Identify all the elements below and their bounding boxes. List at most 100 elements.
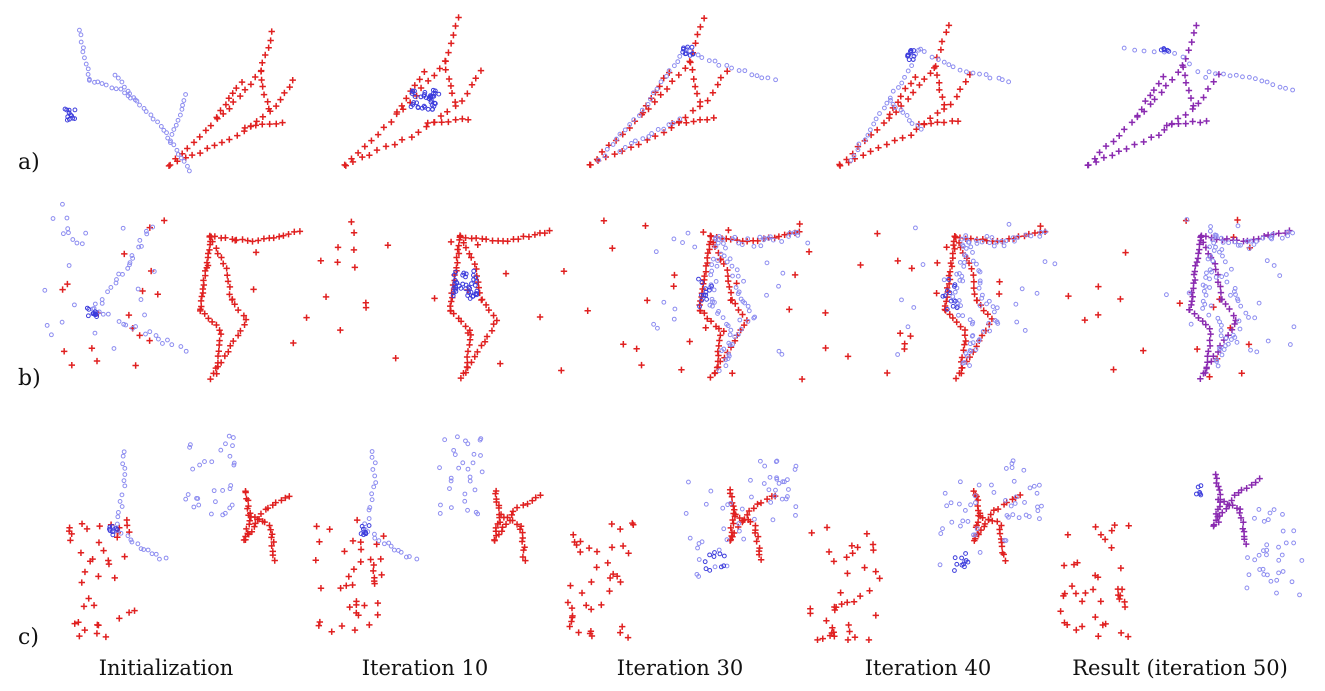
plus-marker (520, 501, 527, 509)
circle-marker (952, 283, 957, 289)
plus-marker (724, 266, 731, 274)
plus-marker (474, 348, 481, 356)
circle-marker (1012, 238, 1017, 244)
plus-marker (258, 76, 265, 84)
plus-marker (1185, 87, 1193, 94)
circle-marker (994, 239, 1000, 245)
circle-marker (1206, 69, 1212, 75)
plus-marker (374, 611, 381, 619)
plus-marker (736, 514, 743, 522)
plus-marker (286, 493, 293, 500)
circle-marker (666, 122, 672, 127)
circle-marker (999, 238, 1004, 244)
plus-marker (987, 511, 994, 518)
circle-marker (720, 315, 726, 321)
circle-marker (463, 286, 468, 292)
plus-marker (359, 153, 366, 161)
circle-marker (451, 447, 457, 453)
plus-marker (996, 278, 1003, 285)
plus-marker (488, 327, 496, 334)
circle-marker (370, 467, 376, 472)
circle-marker (1013, 301, 1019, 307)
circle-marker (360, 526, 366, 532)
plus-marker (568, 604, 576, 612)
circle-marker (1010, 458, 1016, 464)
circle-marker (973, 500, 978, 506)
circle-marker (871, 121, 877, 127)
plus-marker (1206, 342, 1214, 350)
circle-marker (983, 72, 989, 77)
plus-marker (690, 118, 697, 125)
circle-marker (709, 262, 715, 268)
circle-marker (1226, 240, 1232, 246)
circle-marker (183, 92, 188, 97)
plus-marker (1243, 485, 1250, 492)
circle-marker (171, 127, 177, 132)
circle-marker (1291, 528, 1297, 534)
circle-marker (974, 526, 980, 532)
plus-marker (1216, 512, 1223, 520)
circle-marker (468, 289, 474, 295)
circle-marker (681, 46, 686, 52)
plus-marker (207, 375, 214, 383)
circle-marker (173, 122, 179, 128)
plus-marker (1147, 100, 1154, 108)
plus-marker (585, 544, 593, 552)
plus-marker (660, 129, 668, 136)
circle-marker (1238, 242, 1243, 248)
plus-marker (384, 242, 392, 249)
circle-marker (448, 505, 454, 511)
circle-marker (463, 271, 469, 277)
circle-marker (773, 459, 779, 465)
circle-marker (115, 514, 121, 520)
plus-marker (729, 533, 736, 541)
plus-marker (452, 22, 459, 30)
plus-marker (974, 496, 982, 504)
circle-marker (622, 145, 628, 150)
circle-marker (1217, 249, 1222, 255)
plus-marker (279, 119, 286, 126)
plus-marker (1085, 161, 1092, 169)
plus-marker (242, 487, 249, 495)
plus-marker (807, 610, 814, 617)
plus-marker (657, 91, 664, 98)
plus-marker (633, 345, 640, 353)
plus-marker (880, 119, 888, 127)
plus-marker (496, 511, 503, 518)
plus-marker (1191, 268, 1199, 275)
circle-marker (987, 75, 993, 81)
circle-marker (687, 535, 693, 541)
circle-marker (1283, 85, 1288, 91)
plus-marker (502, 270, 510, 277)
circle-marker (1207, 276, 1212, 282)
plus-marker (1282, 229, 1289, 237)
circle-marker (712, 550, 717, 555)
plus-marker (720, 328, 727, 335)
plus-marker (537, 492, 544, 499)
plus-marker (851, 155, 859, 162)
panel-a-result (1084, 22, 1296, 169)
plus-marker (588, 632, 596, 640)
circle-marker (710, 299, 715, 305)
plus-marker (729, 370, 736, 377)
circle-marker (479, 469, 485, 475)
circle-marker (957, 259, 963, 265)
circle-marker (715, 311, 720, 316)
circle-marker (105, 289, 110, 295)
circle-marker (471, 451, 477, 457)
plus-marker (1190, 29, 1198, 37)
plus-marker (951, 245, 958, 253)
circle-marker (699, 292, 704, 298)
plus-marker (781, 231, 788, 238)
plus-marker (252, 520, 259, 527)
plus-marker (735, 306, 742, 314)
circle-marker (113, 526, 119, 531)
plus-marker (239, 236, 246, 243)
circle-marker (74, 240, 80, 246)
circle-marker (958, 303, 964, 309)
circle-marker (636, 113, 642, 118)
plus-marker (697, 23, 704, 31)
circle-marker (701, 292, 707, 298)
circle-marker (944, 306, 950, 312)
circle-marker (617, 149, 623, 154)
